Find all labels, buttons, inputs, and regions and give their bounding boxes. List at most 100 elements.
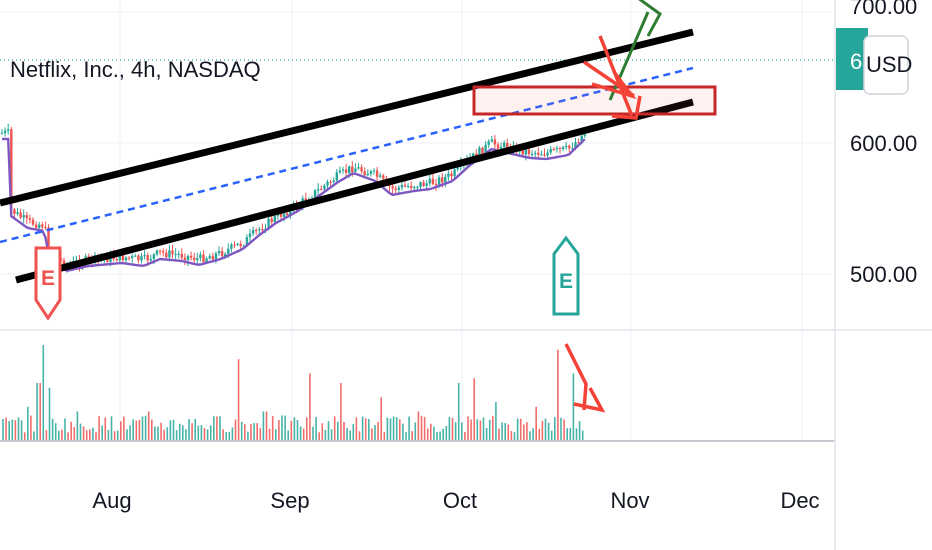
volume-bar: [436, 432, 438, 440]
volume-bar: [200, 425, 203, 440]
candle-body: [549, 149, 552, 153]
volume-bar: [54, 423, 57, 440]
red-arrow-head: [611, 95, 642, 120]
volume-bar: [172, 419, 175, 440]
candle-body: [490, 139, 493, 142]
candle-body: [503, 142, 506, 147]
candle-body: [3, 130, 7, 133]
volume-bar: [402, 423, 404, 440]
candle-body: [137, 255, 140, 261]
volume-bar: [411, 431, 413, 440]
candle-body: [214, 253, 218, 260]
volume-bar: [284, 415, 286, 440]
volume-bar: [64, 418, 66, 440]
volume-bar: [479, 420, 482, 440]
volume-bar: [451, 417, 454, 440]
candle-body: [245, 237, 249, 246]
volume-bar: [492, 416, 494, 440]
candle-body: [382, 175, 385, 179]
volume-bar: [123, 416, 125, 440]
volume-bar: [523, 424, 525, 440]
range-box: [472, 85, 717, 116]
volume-bar: [271, 415, 274, 440]
volume-bar: [237, 359, 240, 440]
candle-body: [363, 171, 366, 176]
red-arrow-2-head: [591, 70, 637, 100]
volume-bar: [473, 378, 475, 440]
candle-body: [115, 259, 118, 261]
candle-body: [453, 169, 456, 177]
volume-bar: [395, 417, 398, 440]
volume-bar: [194, 419, 196, 440]
volume-bar: [482, 417, 485, 440]
volume-bar: [578, 421, 581, 440]
volume-bar: [461, 422, 463, 440]
volume-bar: [51, 418, 54, 440]
candle-body: [320, 188, 323, 190]
candle-body: [375, 170, 379, 177]
volume-bar: [287, 430, 289, 440]
candle-body: [220, 251, 224, 257]
currency-button[interactable]: [863, 35, 909, 95]
volume-bar: [433, 426, 435, 440]
candle-body: [561, 147, 565, 150]
volume-bar: [389, 418, 392, 440]
volume-bar: [213, 416, 215, 440]
candle-body: [444, 176, 447, 183]
moving-average-line: [2, 137, 586, 273]
volume-bar: [135, 420, 138, 440]
candle-body: [583, 134, 586, 137]
candle-body: [413, 187, 416, 189]
volume-bar: [439, 431, 441, 440]
price-tick-label: 500.00: [850, 262, 917, 287]
candle-body: [543, 154, 546, 156]
volume-bar: [352, 423, 355, 440]
volume-bar: [169, 420, 172, 440]
candle-body: [174, 254, 177, 256]
volume-bar: [39, 383, 41, 440]
candle-body: [577, 142, 580, 144]
candle-body: [410, 186, 413, 189]
candle-body: [574, 142, 577, 149]
candle-body: [487, 141, 490, 145]
candle-body: [329, 181, 332, 183]
volume-bar: [14, 420, 17, 440]
volume-bar: [240, 421, 243, 440]
volume-bar: [361, 416, 364, 440]
volume-bar: [544, 418, 547, 440]
volume-bar: [560, 417, 562, 440]
candle-body: [527, 149, 531, 155]
price-axis[interactable]: 500.00 600.00 700.00: [850, 0, 917, 287]
volume-bar: [58, 430, 60, 440]
volume-bar: [445, 426, 448, 440]
volume-bar: [405, 432, 407, 440]
volume-bar: [330, 429, 333, 440]
volume-bar: [457, 383, 460, 440]
candle-body: [369, 171, 373, 174]
volume-bar: [417, 411, 420, 440]
candle-body: [177, 253, 180, 255]
volume-bar: [569, 427, 572, 440]
candle-body: [338, 170, 342, 173]
volume-bar: [513, 432, 516, 440]
candle-body: [400, 184, 404, 188]
volume-bar: [281, 415, 283, 440]
volume-bar: [116, 430, 119, 440]
volume-bar: [275, 429, 277, 440]
volume-bar: [20, 420, 23, 440]
chart-title: Netflix, Inc., 4h, NASDAQ: [10, 57, 261, 82]
volume-bar: [374, 425, 376, 440]
volume-bar: [67, 432, 69, 440]
volume-bar: [454, 422, 457, 440]
volume-bar: [340, 383, 342, 440]
candle-body: [19, 212, 22, 218]
volume-bar: [2, 418, 4, 440]
candle-body: [146, 255, 149, 261]
volume-bar: [470, 419, 472, 440]
time-axis[interactable]: Aug Sep Oct Nov Dec: [92, 488, 819, 513]
candle-body: [47, 227, 50, 251]
volume-bar: [516, 418, 519, 440]
candle-body: [242, 245, 245, 247]
volume-bar: [42, 345, 45, 440]
